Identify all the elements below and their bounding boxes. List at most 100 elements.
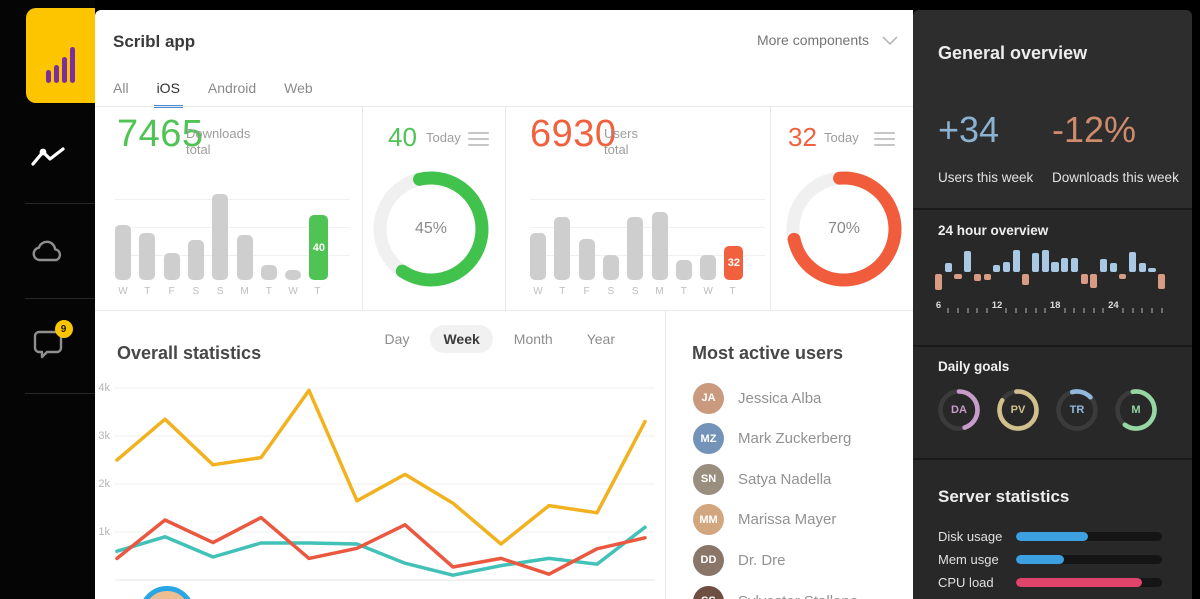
progress-track (1016, 531, 1162, 541)
divider (665, 310, 666, 599)
more-components-dropdown[interactable]: More components (757, 32, 898, 48)
progress-track (1016, 577, 1162, 587)
day-label: F (583, 286, 590, 297)
axis-slot (1001, 300, 1011, 318)
tab-android[interactable]: Android (207, 80, 257, 96)
range-tab-day[interactable]: Day (384, 331, 410, 347)
day-label: M (655, 286, 664, 297)
progress-fill (1016, 531, 1088, 541)
server-label: Mem usge (938, 551, 999, 567)
progress-track (1016, 554, 1162, 564)
axis-slot (1079, 300, 1089, 318)
sidebar-item-cloud[interactable] (0, 204, 95, 299)
bar (139, 233, 156, 280)
bar (627, 217, 644, 280)
downloads-total-label: Downloads total (186, 126, 251, 157)
trend-line-icon (30, 146, 65, 166)
divider (362, 106, 363, 310)
sidebar-item-messages[interactable]: 9 (0, 299, 95, 394)
overall-line-chart (115, 387, 655, 581)
platform-tabs: All iOS Android Web (113, 80, 313, 108)
axis-slot (1147, 300, 1157, 318)
goal-ring-m[interactable]: M (1113, 387, 1159, 433)
bar: 40 (309, 215, 329, 280)
bar (260, 265, 277, 280)
range-tab-year[interactable]: Year (586, 331, 615, 347)
sidebar-item-statistics[interactable] (0, 109, 95, 204)
day-label: T (144, 286, 151, 297)
user-name: Jessica Alba (738, 389, 822, 407)
user-row[interactable]: JA Jessica Alba (693, 382, 821, 414)
users-menu-icon[interactable] (874, 132, 895, 146)
daily-goals-title: Daily goals (938, 359, 1010, 374)
user-row[interactable]: SN Satya Nadella (693, 463, 831, 495)
axis-slot (963, 300, 973, 318)
bar (675, 260, 692, 280)
more-components-label: More components (756, 32, 869, 48)
user-row[interactable]: MM Marissa Mayer (693, 504, 836, 536)
goal-ring-pv[interactable]: PV (995, 387, 1041, 433)
y-tick-label: 2k (98, 478, 110, 490)
day-label: W (288, 286, 298, 297)
goal-ring-tr[interactable]: TR (1054, 387, 1100, 433)
downloads-today-label: Today (426, 130, 461, 145)
gridline (530, 227, 765, 228)
sidebar: 9 (0, 0, 95, 599)
hour-bar (954, 274, 962, 279)
tab-ios[interactable]: iOS (153, 80, 184, 108)
user-row[interactable]: MZ Mark Zuckerberg (693, 423, 851, 455)
hour-bar (1080, 274, 1088, 284)
tab-all[interactable]: All (113, 80, 129, 96)
panel-divider (913, 208, 1192, 210)
page-title: Scribl app (113, 32, 196, 52)
user-name: Marissa Mayer (738, 511, 837, 529)
axis-slot (943, 300, 953, 318)
axis-slot (953, 300, 963, 318)
axis-slot (1021, 300, 1031, 318)
range-tab-week[interactable]: Week (430, 325, 493, 353)
user-row[interactable]: DD Dr. Dre (693, 544, 786, 576)
axis-slot: 18 (1049, 300, 1061, 311)
app-logo[interactable] (26, 8, 95, 103)
downloads-donut-percent: 45% (414, 220, 448, 237)
goal-ring-svg (997, 389, 1039, 431)
notification-badge: 9 (54, 320, 73, 338)
range-tab-month[interactable]: Month (513, 331, 553, 347)
hour-bar (1129, 252, 1137, 272)
hour-bar (1002, 262, 1011, 272)
hour-axis: 6 12 18 24 (935, 300, 1175, 313)
users-today-value: 32 (788, 122, 817, 152)
day-label: W (118, 286, 128, 297)
progress-fill (1016, 554, 1065, 564)
header-divider (95, 106, 913, 107)
day-label: S (607, 286, 615, 297)
users-total-value: 6930 (530, 113, 617, 155)
divider (770, 106, 771, 310)
goal-ring-svg (938, 389, 980, 431)
user-row[interactable]: SS Sylvester Stallone (693, 585, 858, 599)
bar (530, 233, 546, 280)
users-today-label: Today (824, 130, 859, 145)
row-divider (95, 310, 913, 311)
goal-ring-da[interactable]: DA (936, 387, 982, 433)
downloads-donut-chart: 45% (373, 171, 489, 287)
gridline (115, 255, 350, 256)
sidebar-nav: 9 (0, 109, 95, 394)
hour-bar (1012, 250, 1020, 272)
avatar: JA (693, 382, 724, 414)
users-donut-chart: 70% (786, 171, 902, 287)
bar (554, 217, 571, 280)
server-row: CPU load (938, 571, 1162, 593)
bar (700, 255, 717, 280)
day-label: S (192, 286, 200, 297)
users-total-label: Users total (604, 126, 638, 157)
goal-ring-svg (1056, 389, 1098, 431)
user-name: Satya Nadella (738, 470, 832, 488)
tab-web[interactable]: Web (284, 80, 313, 96)
axis-slot (1089, 300, 1099, 318)
downloads-menu-icon[interactable] (468, 132, 489, 146)
divider (505, 106, 506, 310)
hour-bar (944, 263, 952, 272)
main-content: Scribl app More components All iOS Android… (95, 10, 913, 599)
bar (187, 240, 204, 280)
